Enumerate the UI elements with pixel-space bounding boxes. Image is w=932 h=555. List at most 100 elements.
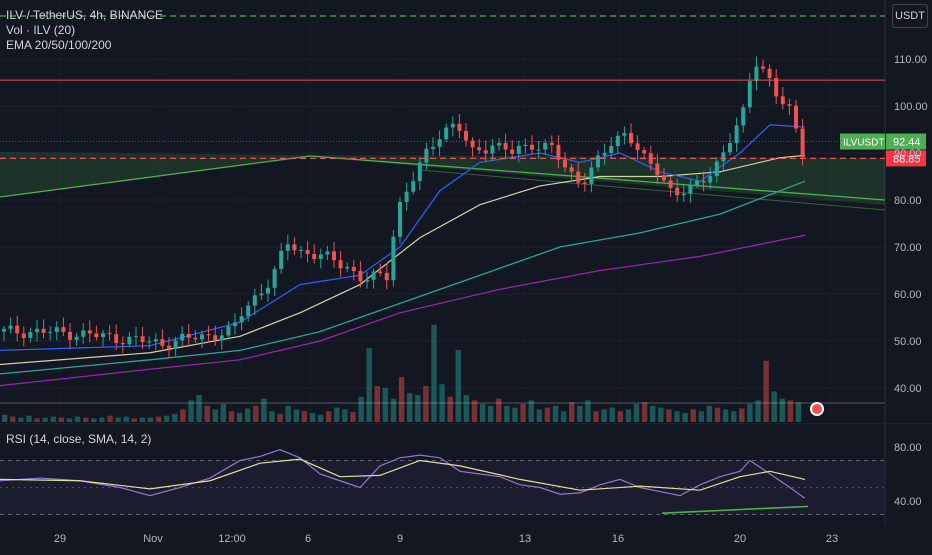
candle-body xyxy=(219,335,224,341)
time-label: 29 xyxy=(54,533,66,545)
volume-bar xyxy=(147,417,154,422)
candle-body xyxy=(371,271,376,280)
volume-bar xyxy=(722,409,729,422)
volume-bar xyxy=(569,402,575,422)
candle-body xyxy=(800,128,805,158)
volume-bar xyxy=(285,405,291,422)
volume-bar xyxy=(536,409,542,422)
volume-bar xyxy=(317,414,324,422)
candle-body xyxy=(728,143,732,153)
volume-bar xyxy=(261,398,267,422)
time-label: 12:00 xyxy=(218,533,246,545)
volume-bar xyxy=(269,411,275,422)
volume-bar xyxy=(415,395,421,422)
volume-bar xyxy=(447,396,453,422)
candle-body xyxy=(213,335,218,341)
ema-legend[interactable]: EMA 20/50/100/200 xyxy=(6,38,112,52)
currency-button[interactable]: USDT xyxy=(892,4,928,28)
volume-bar xyxy=(577,405,583,422)
volume-bar xyxy=(650,405,656,422)
candle-body xyxy=(54,327,59,332)
time-axis[interactable]: 29 Nov 12:00 6 9 13 16 20 23 xyxy=(0,527,885,550)
volume-bar xyxy=(107,415,113,422)
volume-bar xyxy=(293,409,299,422)
candle-body xyxy=(2,328,6,332)
volume-bar xyxy=(585,400,591,422)
volume-bar xyxy=(528,400,534,422)
volume-bar xyxy=(74,416,81,422)
candle-body xyxy=(391,236,396,281)
candle-body xyxy=(609,146,614,154)
symbol-tag xyxy=(840,133,885,150)
candle-body xyxy=(35,328,39,333)
trendline-rising xyxy=(0,155,311,198)
time-label: 16 xyxy=(612,533,624,545)
candle-body xyxy=(497,142,501,146)
volume-bar xyxy=(763,360,769,422)
candle-body xyxy=(305,249,310,254)
volume-bar xyxy=(131,418,137,422)
volume-bar xyxy=(58,417,65,422)
volume-bar xyxy=(253,405,259,422)
volume-bar xyxy=(771,391,777,422)
candle-body xyxy=(74,336,79,340)
candle-body xyxy=(615,135,620,147)
time-axis-labels: 29 Nov 12:00 6 9 13 16 20 23 xyxy=(54,533,838,545)
candle-body xyxy=(483,150,488,154)
volume-bar xyxy=(342,409,348,422)
volume-bar xyxy=(552,405,559,422)
volume-bar xyxy=(245,408,251,422)
volume-bar xyxy=(301,411,308,422)
volume-bar xyxy=(560,411,567,422)
candle-body xyxy=(279,250,284,270)
rsi-chart[interactable]: 80.00 40.00 xyxy=(0,422,932,526)
volume-bar xyxy=(50,416,56,422)
candle-body xyxy=(417,162,422,182)
time-label: 13 xyxy=(519,533,531,545)
candle-body xyxy=(741,107,746,126)
candle-body xyxy=(41,328,46,333)
candle-body xyxy=(233,322,237,327)
price-tick: 40.00 xyxy=(894,383,922,395)
volume-bar xyxy=(779,398,785,422)
volume-bar xyxy=(520,404,526,422)
candle-body xyxy=(688,185,693,194)
volume-bar xyxy=(10,416,16,422)
price-pane[interactable]: ILVUSDT 92.44 88.85 110.00 100.00 90.00 80.00… xyxy=(0,0,932,422)
candle-body xyxy=(721,152,726,162)
price-chart[interactable]: ILVUSDT 92.44 88.85 110.00 100.00 90.00 80.00… xyxy=(0,0,932,422)
candle-body xyxy=(582,182,587,184)
volume-bar xyxy=(398,377,405,422)
candle-body xyxy=(28,332,33,339)
candle-body xyxy=(754,66,759,82)
volume-bar xyxy=(666,409,672,422)
price-tick: 80.00 xyxy=(894,195,922,207)
candle-body xyxy=(761,66,765,69)
volume-bar xyxy=(690,409,696,422)
volume-bar xyxy=(625,409,632,422)
volume-bar xyxy=(609,407,615,422)
volume-bar xyxy=(204,405,210,422)
candle-body xyxy=(160,339,165,346)
time-label: 20 xyxy=(734,533,746,545)
support-price-tag xyxy=(886,150,926,167)
candle-body xyxy=(563,159,567,168)
candle-body xyxy=(450,123,455,128)
candle-body xyxy=(206,334,211,336)
candle-body xyxy=(358,270,363,282)
candle-body xyxy=(774,78,779,97)
candle-body xyxy=(444,127,449,140)
rsi-legend[interactable]: RSI (14, close, SMA, 14, 2) xyxy=(6,432,152,446)
price-tick: 70.00 xyxy=(894,242,922,254)
volume-bar xyxy=(617,411,623,422)
alert-icon[interactable] xyxy=(810,402,824,416)
candle-body xyxy=(299,249,303,251)
volume-bar xyxy=(155,416,162,422)
rsi-pane[interactable]: 80.00 40.00 RSI (14, close, SMA, 14, 2) xyxy=(0,422,932,526)
volume-bar xyxy=(212,409,218,422)
trendline-lower xyxy=(419,169,886,211)
symbol-title[interactable]: ILV / TetherUS, 4h, BINANCE xyxy=(6,8,163,22)
price-tick: 110.00 xyxy=(894,54,927,66)
volume-legend[interactable]: Vol · ILV (20) xyxy=(6,23,76,37)
candle-body xyxy=(8,325,13,329)
